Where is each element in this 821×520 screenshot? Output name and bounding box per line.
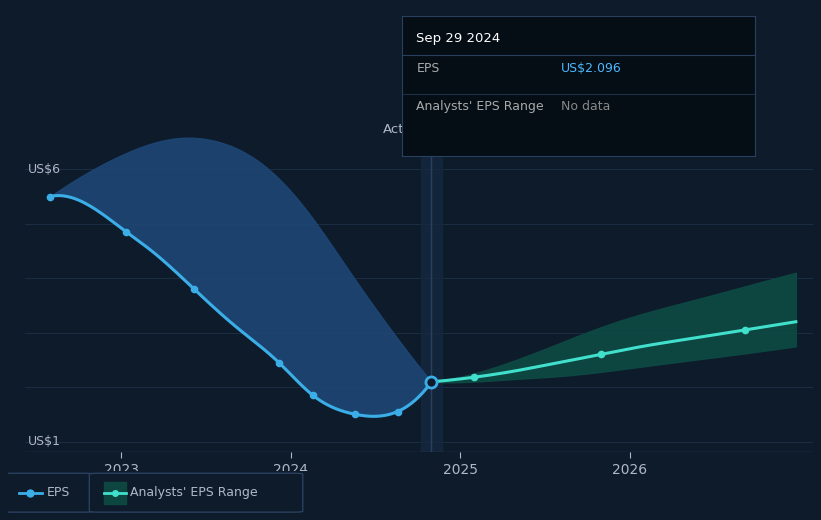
Text: EPS: EPS bbox=[416, 62, 440, 75]
Bar bbox=[421, 104, 442, 452]
Text: US$2.096: US$2.096 bbox=[562, 62, 621, 75]
Text: Analysts Forecasts: Analysts Forecasts bbox=[448, 123, 572, 136]
Text: EPS: EPS bbox=[47, 486, 70, 499]
FancyBboxPatch shape bbox=[4, 473, 94, 512]
Text: No data: No data bbox=[562, 100, 611, 113]
Text: Analysts' EPS Range: Analysts' EPS Range bbox=[416, 100, 544, 113]
Text: Actual: Actual bbox=[383, 123, 424, 136]
Text: US$6: US$6 bbox=[28, 163, 61, 176]
Text: US$1: US$1 bbox=[28, 435, 61, 448]
Text: Analysts' EPS Range: Analysts' EPS Range bbox=[130, 486, 258, 499]
Text: Sep 29 2024: Sep 29 2024 bbox=[416, 32, 501, 45]
FancyBboxPatch shape bbox=[89, 473, 303, 512]
